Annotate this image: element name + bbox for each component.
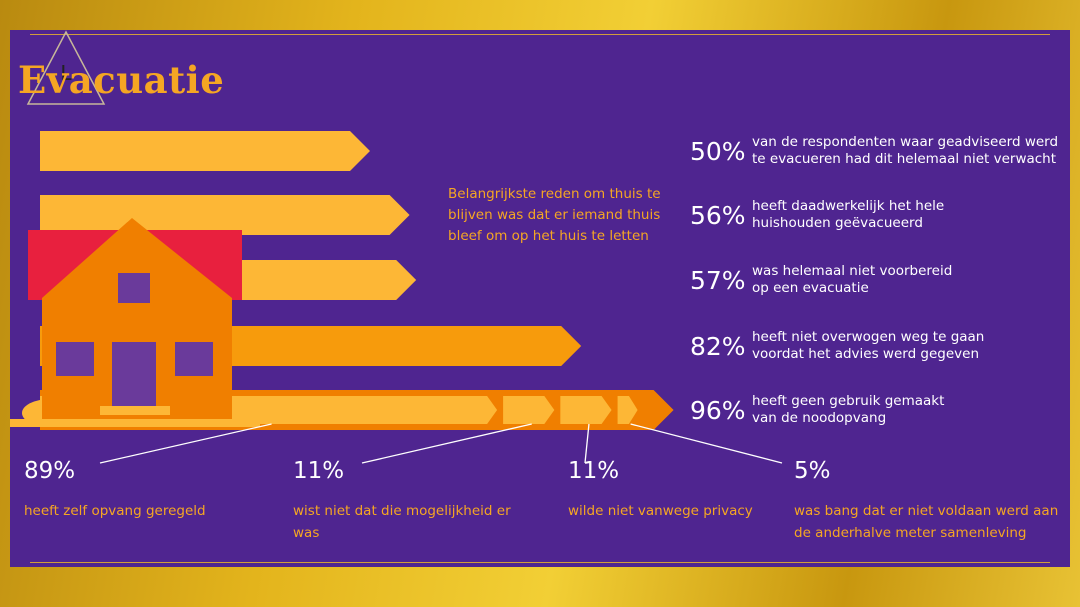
breakdown-percentage: 11% <box>568 458 620 484</box>
breakdown-percentage: 89% <box>24 458 76 484</box>
slide: L Evacuatie 50% van de respondenten waar… <box>10 30 1070 567</box>
stat-description: was helemaal niet voorbereid op een evac… <box>752 263 953 296</box>
breakdown-percentage: 11% <box>293 458 345 484</box>
stat-percentage: 96% <box>690 395 746 425</box>
door <box>112 342 156 408</box>
window-top <box>118 273 150 303</box>
stat-percentage: 82% <box>690 331 746 361</box>
segment-2 <box>503 396 555 424</box>
breakdown-stat-3: 11% wilde niet vanwege privacy <box>568 458 778 522</box>
bar-chart <box>10 131 783 464</box>
breakdown-stat-1: 89% heeft zelf opvang geregeld <box>24 458 244 522</box>
connector-line-3 <box>584 423 590 464</box>
bottom-rule <box>30 562 1050 563</box>
breakdown-description: heeft zelf opvang geregeld <box>24 503 206 519</box>
breakdown-description: wist niet dat die mogelijkheid er was <box>293 503 511 541</box>
bar-2 <box>40 195 410 235</box>
connector-line-1 <box>99 423 272 464</box>
connector-line-2 <box>361 423 532 464</box>
connector-line-4 <box>630 423 783 464</box>
triangle-logo-icon: L <box>26 30 106 105</box>
window-right <box>175 342 213 376</box>
stat-description: heeft daadwerkelijk het hele huishouden … <box>752 198 945 231</box>
stat-row-5: 96% heeft geen gebruik gemaakt van de no… <box>690 390 972 430</box>
stat-row-1: 50% van de respondenten waar geadviseerd… <box>690 131 1072 171</box>
stat-percentage: 56% <box>690 200 746 230</box>
page-title: Evacuatie <box>18 58 225 102</box>
breakdown-description: wilde niet vanwege privacy <box>568 503 753 519</box>
stat-row-3: 57% was helemaal niet voorbereid op een … <box>690 260 972 300</box>
stat-row-4: 82% heeft niet overwogen weg te gaan voo… <box>690 326 1012 366</box>
doorstep <box>100 406 170 415</box>
window-left <box>56 342 94 376</box>
stat-percentage: 50% <box>690 136 746 166</box>
bar-1 <box>40 131 370 171</box>
stat-description: heeft niet overwogen weg te gaan voordat… <box>752 329 985 362</box>
house-illustration <box>10 213 260 427</box>
segment-3 <box>560 396 612 424</box>
breakdown-stat-4: 5% was bang dat er niet voldaan werd aan… <box>794 458 1064 544</box>
stat-percentage: 57% <box>690 265 746 295</box>
breakdown-description: was bang dat er niet voldaan werd aan de… <box>794 503 1059 541</box>
breakdown-percentage: 5% <box>794 458 831 484</box>
stat-description: van de respondenten waar geadviseerd wer… <box>752 134 1059 167</box>
segment-4 <box>617 396 638 424</box>
breakdown-stat-2: 11% wist niet dat die mogelijkheid er wa… <box>293 458 513 544</box>
stat-description: heeft geen gebruik gemaakt van de noodop… <box>752 393 945 426</box>
ground <box>10 419 260 427</box>
logo-letter: L <box>60 61 72 85</box>
top-rule <box>30 34 1050 35</box>
stat-row-2: 56% heeft daadwerkelijk het hele huishou… <box>690 195 972 235</box>
annotation-note: Belangrijkste reden om thuis te blijven … <box>448 186 661 244</box>
